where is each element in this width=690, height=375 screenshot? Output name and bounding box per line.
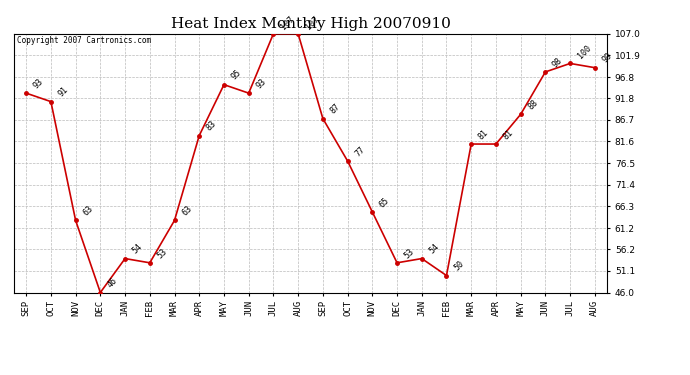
Text: 95: 95	[230, 69, 243, 82]
Text: 81: 81	[502, 128, 515, 141]
Text: 53: 53	[402, 247, 416, 260]
Text: 91: 91	[57, 86, 70, 99]
Text: 46: 46	[106, 276, 119, 290]
Text: 77: 77	[353, 145, 366, 158]
Text: 87: 87	[328, 102, 342, 116]
Text: 93: 93	[254, 77, 268, 90]
Text: 65: 65	[378, 196, 391, 209]
Text: 100: 100	[575, 44, 593, 61]
Text: 99: 99	[600, 51, 614, 65]
Text: 83: 83	[205, 119, 218, 133]
Text: 54: 54	[427, 242, 441, 256]
Text: 50: 50	[452, 260, 466, 273]
Text: 98: 98	[551, 56, 564, 69]
Text: 107: 107	[279, 14, 296, 31]
Text: Copyright 2007 Cartronics.com: Copyright 2007 Cartronics.com	[17, 36, 151, 45]
Text: 107: 107	[304, 14, 321, 31]
Text: 63: 63	[180, 204, 193, 218]
Text: 53: 53	[155, 247, 169, 260]
Text: 54: 54	[130, 242, 144, 256]
Title: Heat Index Monthly High 20070910: Heat Index Monthly High 20070910	[170, 17, 451, 31]
Text: 81: 81	[477, 128, 490, 141]
Text: 88: 88	[526, 98, 540, 112]
Text: 93: 93	[32, 77, 45, 90]
Text: 63: 63	[81, 204, 95, 218]
